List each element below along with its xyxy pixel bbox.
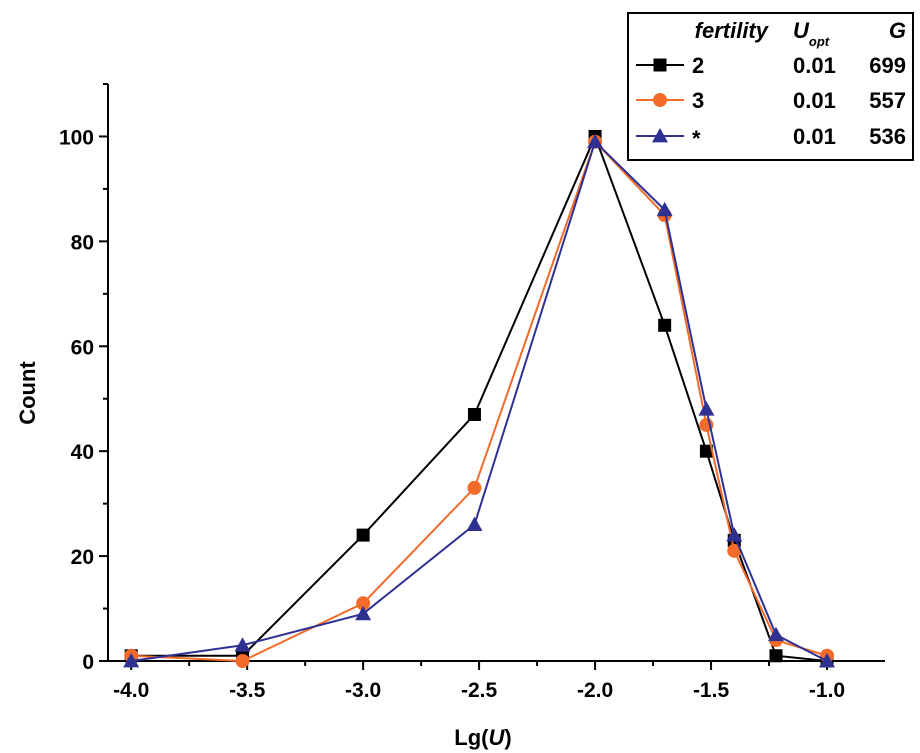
- data-point: [123, 653, 140, 668]
- data-point: [587, 133, 604, 149]
- legend-marker: [652, 128, 668, 143]
- legend-label: 2: [692, 53, 704, 78]
- legend-label: *: [692, 126, 701, 151]
- data-point: [235, 654, 250, 668]
- legend-marker: [653, 93, 667, 107]
- data-point: [656, 201, 673, 217]
- series-line: [131, 139, 828, 663]
- legend-header-fertility: fertility: [695, 18, 770, 43]
- x-tick-label: -4.0: [113, 679, 149, 702]
- data-point: [467, 480, 482, 495]
- legend-g: 536: [869, 124, 906, 149]
- y-tick-label: 80: [71, 231, 94, 254]
- axes: [107, 84, 885, 662]
- legend: fertility Uopt G 2 0.01 699 3 0.01 557 * 0.01 53…: [627, 12, 914, 161]
- data-point: [355, 605, 372, 621]
- legend-row: * 0.01 536: [636, 124, 906, 151]
- data-point: [767, 626, 784, 642]
- series-layer: [123, 129, 836, 668]
- data-point: [819, 653, 836, 668]
- data-point: [769, 649, 783, 663]
- x-tick-label: -2.5: [461, 679, 498, 702]
- data-point: [466, 516, 483, 532]
- series-0: [124, 129, 834, 668]
- x-axis-title: Lg(U): [454, 725, 511, 750]
- series-line: [131, 133, 828, 662]
- data-point: [727, 543, 742, 558]
- y-ticks: 0 20 40 60 80 100: [59, 83, 108, 674]
- x-tick-label: -3.0: [345, 679, 381, 702]
- legend-rows: 2 0.01 699 3 0.01 557 * 0.01 536: [636, 53, 906, 151]
- data-point: [726, 527, 743, 542]
- x-tick-label: -1.5: [693, 679, 730, 702]
- data-point: [698, 401, 715, 416]
- legend-label: 3: [692, 88, 704, 113]
- data-point: [699, 444, 713, 458]
- y-tick-label: 20: [71, 546, 94, 569]
- legend-row: 2 0.01 699: [636, 53, 906, 78]
- x-tick-label: -1.0: [809, 679, 845, 702]
- legend-g: 699: [869, 53, 906, 78]
- legend-marker: [653, 58, 667, 72]
- legend-uopt: 0.01: [793, 124, 836, 149]
- series-line: [131, 139, 828, 662]
- data-point: [356, 528, 370, 542]
- y-axis-title: Count: [15, 361, 40, 425]
- y-tick-label: 40: [71, 441, 94, 464]
- legend-uopt: 0.01: [793, 53, 836, 78]
- data-point: [467, 407, 481, 421]
- data-point: [234, 637, 251, 652]
- x-ticks: -4.0 -3.5 -3.0 -2.5 -2.0 -1.5 -1.0: [113, 661, 845, 702]
- series-2: [123, 133, 836, 668]
- legend-row: 3 0.01 557: [636, 88, 906, 113]
- legend-header-g: G: [889, 18, 906, 43]
- data-point: [356, 596, 371, 611]
- legend-header-uopt: Uopt: [793, 18, 830, 49]
- data-point: [658, 318, 672, 332]
- y-tick-label: 0: [82, 651, 94, 674]
- x-tick-label: -2.0: [577, 679, 613, 702]
- legend-g: 557: [869, 88, 906, 113]
- y-tick-label: 60: [71, 336, 94, 359]
- legend-uopt: 0.01: [793, 88, 836, 113]
- y-tick-label: 100: [59, 126, 94, 149]
- x-tick-label: -3.5: [229, 679, 266, 702]
